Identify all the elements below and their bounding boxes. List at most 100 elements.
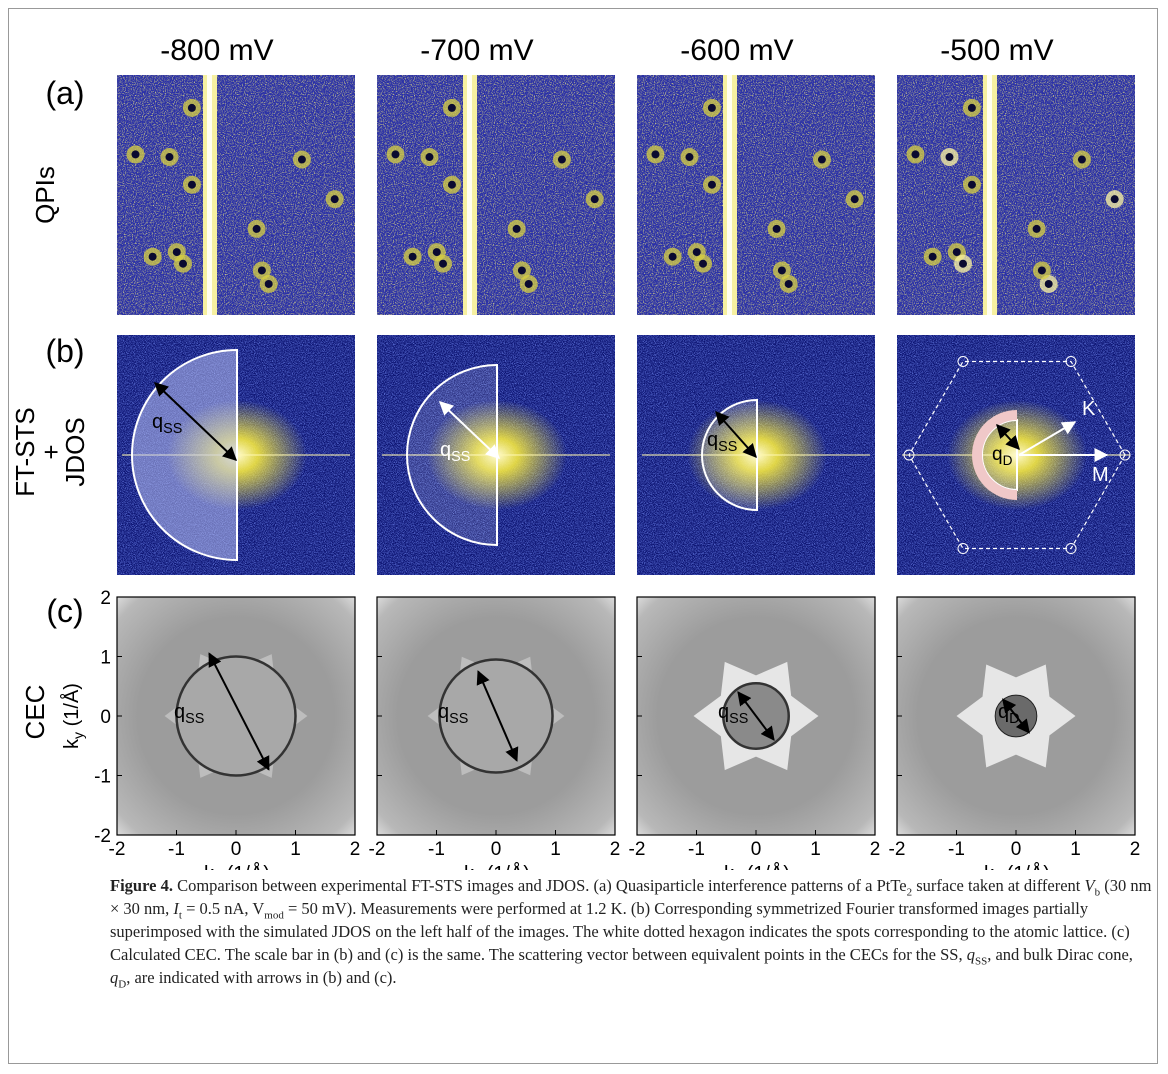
row-title: CEC <box>20 685 50 740</box>
q-symbol: q <box>998 701 1009 723</box>
defect-core <box>591 195 599 203</box>
y-tick-label: 1 <box>100 648 111 669</box>
defect-core <box>409 253 417 261</box>
x-tick-label: -1 <box>168 839 185 860</box>
y-tick-label: -1 <box>94 767 111 788</box>
x-tick-label: 2 <box>610 839 621 860</box>
x-tick-label: 0 <box>231 839 242 860</box>
defect-core <box>525 280 533 288</box>
y-tick-label: 0 <box>100 707 111 728</box>
qpi-noise <box>897 75 1135 315</box>
x-axis-label: kx (1/Å) <box>724 862 790 870</box>
x-tick-label: 0 <box>1011 839 1022 860</box>
defect-core <box>258 266 266 274</box>
defect-core <box>518 266 526 274</box>
x-tick-label: -1 <box>948 839 965 860</box>
defect-core <box>851 195 859 203</box>
caption-text: , and bulk Dirac cone, <box>987 945 1133 964</box>
defect-core <box>968 181 976 189</box>
qpi-noise <box>637 75 875 315</box>
caption-symbol: V <box>1085 876 1095 895</box>
x-tick-label: -1 <box>428 839 445 860</box>
qpi-noise <box>377 75 615 315</box>
defect-core <box>391 150 399 158</box>
figure-page: -800 mV-700 mV-600 mV-500 mV(a)QPIs(b)FT… <box>0 0 1168 1074</box>
caption-text: surface taken at different <box>912 876 1084 895</box>
x-tick-label: 0 <box>751 839 762 860</box>
figure: -800 mV-700 mV-600 mV-500 mV(a)QPIs(b)FT… <box>0 0 1168 870</box>
defect-core <box>513 225 521 233</box>
defect-core <box>173 248 181 256</box>
axis-symbol: k <box>204 863 215 870</box>
defect-core <box>778 266 786 274</box>
x-tick-label: -2 <box>369 839 386 860</box>
defect-core <box>165 153 173 161</box>
column-header: -500 mV <box>940 34 1053 67</box>
defect-core <box>558 156 566 164</box>
x-tick-label: 2 <box>350 839 361 860</box>
q-subscript: SS <box>729 711 748 727</box>
defect-core <box>1045 280 1053 288</box>
row-label: (a) <box>45 75 84 111</box>
defect-core <box>911 150 919 158</box>
y-tick-label: -2 <box>94 826 111 847</box>
defect-core <box>1038 266 1046 274</box>
qpi-step-core <box>727 75 732 315</box>
axis-symbol: k <box>724 863 735 870</box>
caption-sub: mod <box>264 909 284 921</box>
defect-core <box>968 104 976 112</box>
defect-core <box>708 181 716 189</box>
q-symbol: q <box>438 701 449 723</box>
defect-core <box>945 153 953 161</box>
defect-core <box>439 260 447 268</box>
defect-core <box>773 225 781 233</box>
axis-symbol: k <box>984 863 995 870</box>
defect-core <box>331 195 339 203</box>
x-tick-label: -1 <box>688 839 705 860</box>
defect-core <box>708 104 716 112</box>
defect-core <box>959 260 967 268</box>
x-tick-label: -2 <box>629 839 646 860</box>
defect-core <box>953 248 961 256</box>
defect-core <box>253 225 261 233</box>
x-tick-label: -2 <box>889 839 906 860</box>
axis-unit: (1/Å) <box>1001 862 1050 870</box>
qpi-step-core <box>987 75 992 315</box>
row-title: QPIs <box>30 166 60 224</box>
q-symbol: q <box>992 444 1003 465</box>
x-tick-label: 2 <box>1130 839 1141 860</box>
x-tick-label: 0 <box>491 839 502 860</box>
x-tick-label: 1 <box>1070 839 1081 860</box>
defect-core <box>433 248 441 256</box>
q-subscript: SS <box>185 711 204 727</box>
caption-text: , are indicated with arrows in (b) and (… <box>126 968 396 987</box>
defect-core <box>425 153 433 161</box>
defect-core <box>179 260 187 268</box>
caption-symbol: q <box>967 945 975 964</box>
qpi-step-core <box>207 75 212 315</box>
x-axis-label: kx (1/Å) <box>984 862 1050 870</box>
qpi-noise <box>117 75 355 315</box>
q-subscript: D <box>1009 711 1019 727</box>
direction-label: K <box>1082 398 1096 420</box>
defect-core <box>448 104 456 112</box>
row-label: (b) <box>45 333 84 369</box>
defect-core <box>298 156 306 164</box>
x-tick-label: 2 <box>870 839 881 860</box>
x-tick-label: 1 <box>810 839 821 860</box>
defect-core <box>685 153 693 161</box>
axis-unit: (1/Å) <box>741 862 790 870</box>
defect-core <box>265 280 273 288</box>
defect-core <box>1078 156 1086 164</box>
q-symbol: q <box>152 411 163 433</box>
axis-symbol: k <box>464 863 475 870</box>
defect-core <box>448 181 456 189</box>
caption-sub: D <box>118 978 126 990</box>
defect-core <box>818 156 826 164</box>
caption-label: Figure 4. <box>110 876 173 895</box>
defect-core <box>699 260 707 268</box>
row-title: JDOS <box>60 417 90 486</box>
column-header: -800 mV <box>160 34 273 67</box>
defect-core <box>149 253 157 261</box>
q-symbol: q <box>718 701 729 723</box>
